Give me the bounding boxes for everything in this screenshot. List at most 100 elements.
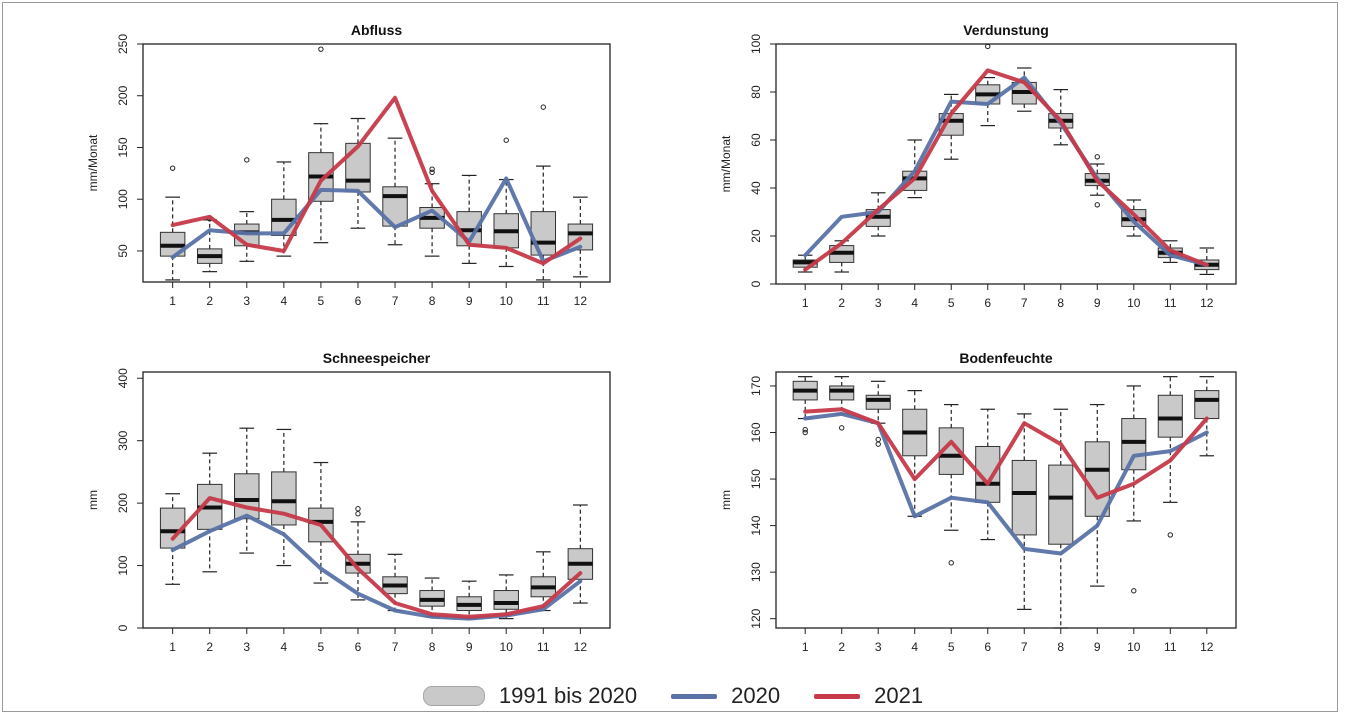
- x-tick-label: 4: [911, 296, 918, 310]
- y-tick-label: 120: [749, 608, 763, 628]
- box-month-2: [829, 376, 855, 431]
- x-tick-label: 10: [1127, 640, 1141, 654]
- x-tick-label: 10: [1127, 296, 1141, 310]
- y-tick-label: 170: [749, 376, 763, 396]
- y-tick-label: 250: [116, 34, 130, 54]
- x-tick-label: 12: [574, 640, 588, 654]
- panel-title: Verdunstung: [963, 22, 1049, 38]
- x-tick-label: 1: [802, 640, 809, 654]
- x-tick-label: 9: [1094, 296, 1101, 310]
- y-tick-label: 200: [116, 85, 130, 105]
- box-iqr: [234, 473, 260, 520]
- box-outlier: [429, 166, 435, 172]
- legend-label-climatology: 1991 bis 2020: [498, 683, 638, 708]
- box-outlier: [244, 157, 250, 163]
- box-month-5: [938, 93, 964, 160]
- box-month-12: [567, 504, 594, 604]
- legend-swatch-box: [422, 686, 485, 706]
- x-tick-label: 1: [169, 640, 176, 654]
- panel-title: Schneespeicher: [323, 350, 431, 366]
- y-tick-label: 160: [749, 422, 763, 442]
- box-iqr: [1011, 459, 1037, 536]
- box-iqr: [1194, 390, 1220, 420]
- x-tick-label: 4: [280, 294, 287, 308]
- box-month-5: [308, 46, 334, 244]
- box-outlier: [875, 441, 881, 447]
- box-month-6: [975, 43, 1001, 127]
- box-month-9: [456, 580, 482, 620]
- y-axis-label: mm: [86, 490, 100, 510]
- y-tick-label: 20: [749, 229, 763, 243]
- box-month-1: [792, 376, 818, 436]
- box-month-2: [196, 452, 223, 573]
- box-iqr: [271, 198, 297, 236]
- x-tick-label: 2: [838, 640, 845, 654]
- legend-item-climatology: 1991 bis 2020: [422, 683, 638, 709]
- y-tick-label: 0: [116, 624, 130, 631]
- box-month-10: [1121, 385, 1147, 594]
- y-tick-label: 100: [116, 555, 130, 575]
- box-month-7: [1011, 413, 1037, 610]
- box-outlier: [429, 169, 435, 176]
- x-tick-label: 7: [392, 640, 399, 654]
- box-month-9: [1084, 403, 1110, 587]
- legend-label-2020: 2020: [731, 683, 781, 708]
- box-month-9: [456, 174, 482, 264]
- series-line-2021: [803, 68, 1209, 272]
- x-tick-label: 8: [429, 640, 436, 654]
- x-tick-label: 7: [1021, 296, 1028, 310]
- x-tick-label: 3: [875, 296, 882, 310]
- x-tick-label: 9: [466, 640, 473, 654]
- y-tick-label: 50: [116, 244, 130, 258]
- box-iqr: [1084, 441, 1110, 517]
- box-month-5: [938, 403, 964, 566]
- x-tick-label: 5: [318, 640, 325, 654]
- x-tick-label: 1: [169, 294, 176, 308]
- box-outlier: [802, 429, 808, 436]
- legend-label-2021: 2021: [874, 683, 924, 708]
- x-tick-label: 8: [1057, 640, 1064, 654]
- box-outlier: [1094, 154, 1100, 160]
- y-tick-label: 80: [749, 85, 763, 99]
- series-line-2020: [170, 176, 583, 264]
- box-iqr: [1048, 464, 1074, 545]
- series-line-2020: [170, 513, 583, 621]
- box-month-8: [419, 577, 445, 618]
- box-outlier: [839, 425, 845, 431]
- x-tick-label: 10: [500, 640, 514, 654]
- box-outlier: [355, 506, 361, 512]
- legend-swatch-2020: [671, 693, 718, 699]
- box-iqr: [530, 211, 557, 256]
- series-line-2021: [170, 496, 583, 619]
- y-tick-label: 40: [749, 181, 763, 195]
- y-tick-label: 150: [749, 469, 763, 489]
- x-tick-label: 10: [500, 294, 514, 308]
- box-outlier: [169, 165, 176, 171]
- box-outlier: [802, 427, 808, 433]
- x-tick-label: 2: [206, 640, 213, 654]
- box-month-3: [234, 427, 260, 554]
- series-line-2020: [803, 411, 1209, 556]
- box-outlier: [318, 46, 324, 52]
- y-axis-label: mm/Monat: [86, 134, 100, 191]
- y-tick-label: 400: [116, 368, 130, 388]
- x-tick-label: 5: [318, 294, 325, 308]
- plot-border: [142, 43, 611, 283]
- box-month-10: [493, 137, 519, 268]
- y-tick-label: 100: [116, 189, 130, 209]
- y-tick-label: 0: [749, 280, 763, 287]
- panel-title: Abfluss: [351, 22, 403, 38]
- x-tick-label: 4: [911, 640, 918, 654]
- box-iqr: [1121, 418, 1147, 471]
- box-outlier: [1131, 588, 1137, 594]
- box-iqr: [1157, 394, 1183, 438]
- x-tick-label: 1: [802, 296, 809, 310]
- plot-border: [775, 43, 1237, 285]
- x-tick-label: 5: [948, 296, 955, 310]
- box-month-2: [196, 216, 223, 273]
- x-tick-label: 9: [1094, 640, 1101, 654]
- panel-title: Bodenfeuchte: [959, 350, 1053, 366]
